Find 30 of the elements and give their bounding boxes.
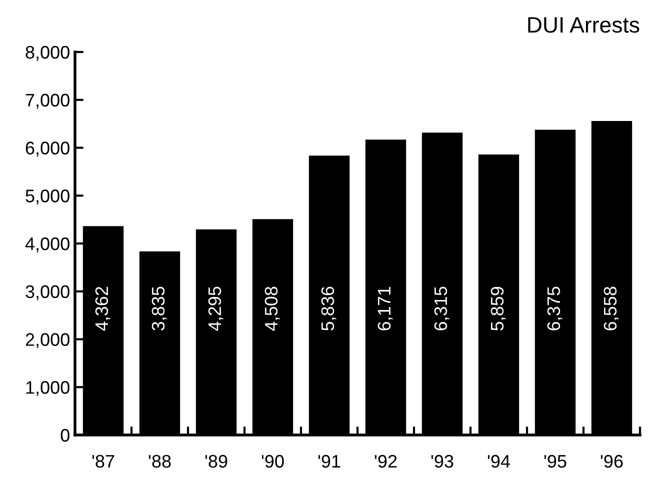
y-tick-label: 5,000 — [26, 190, 70, 204]
y-tick-label: 7,000 — [26, 94, 70, 109]
data-label: 6,558 — [604, 286, 619, 330]
x-tick-label: '93 — [431, 454, 454, 468]
data-label: 4,508 — [264, 286, 280, 331]
y-tick-label: 2,000 — [26, 333, 70, 348]
y-tick-label: 0 — [60, 428, 70, 442]
x-tick-label: '92 — [374, 454, 397, 468]
y-tick-label: 8,000 — [26, 46, 70, 61]
x-tick-label: '91 — [318, 454, 340, 468]
x-tick-label: '87 — [92, 454, 114, 468]
x-tick-label: '90 — [262, 454, 284, 468]
data-label: 3,835 — [152, 286, 167, 331]
data-label: 5,836 — [321, 286, 336, 330]
data-label: 6,315 — [434, 286, 450, 330]
data-label: 5,859 — [490, 286, 506, 330]
x-tick-label: '94 — [488, 454, 510, 468]
y-tick-label: 1,000 — [26, 381, 70, 396]
y-tick-label: 3,000 — [26, 285, 70, 300]
data-label: 4,362 — [95, 286, 110, 331]
x-tick-label: '95 — [544, 454, 566, 468]
data-label: 6,375 — [547, 286, 562, 330]
data-label: 4,295 — [208, 286, 224, 331]
y-tick-label: 4,000 — [25, 237, 70, 252]
x-tick-label: '88 — [148, 454, 171, 468]
chart-title: DUI Arrests — [528, 17, 640, 33]
data-label: 6,171 — [378, 286, 393, 330]
x-tick-label: '96 — [600, 454, 623, 468]
y-tick-label: 6,000 — [26, 142, 70, 157]
x-tick-label: '89 — [205, 454, 228, 468]
